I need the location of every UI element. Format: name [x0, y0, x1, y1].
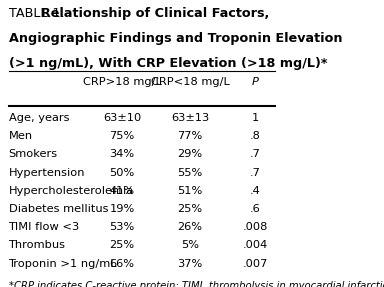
Text: Men: Men	[8, 131, 33, 141]
Text: 25%: 25%	[177, 204, 202, 214]
Text: .007: .007	[243, 259, 268, 269]
Text: 26%: 26%	[177, 222, 202, 232]
Text: .4: .4	[250, 186, 261, 196]
Text: 75%: 75%	[109, 131, 134, 141]
Text: 50%: 50%	[109, 168, 134, 177]
Text: 51%: 51%	[177, 186, 203, 196]
Text: 55%: 55%	[177, 168, 203, 177]
Text: 66%: 66%	[109, 259, 134, 269]
Text: Relationship of Clinical Factors,: Relationship of Clinical Factors,	[41, 7, 269, 20]
Text: 63±13: 63±13	[171, 113, 209, 123]
Text: P: P	[252, 77, 259, 87]
Text: Smokers: Smokers	[8, 149, 58, 159]
Text: TIMI flow <3: TIMI flow <3	[8, 222, 80, 232]
Text: 25%: 25%	[109, 240, 134, 250]
Text: 29%: 29%	[177, 149, 202, 159]
Text: TABLE 1.: TABLE 1.	[8, 7, 68, 20]
Text: CRP<18 mg/L: CRP<18 mg/L	[151, 77, 229, 87]
Text: .8: .8	[250, 131, 261, 141]
Text: 53%: 53%	[109, 222, 134, 232]
Text: Hypertension: Hypertension	[8, 168, 85, 177]
Text: 63±10: 63±10	[103, 113, 141, 123]
Text: 37%: 37%	[177, 259, 203, 269]
Text: .7: .7	[250, 168, 261, 177]
Text: Age, years: Age, years	[8, 113, 69, 123]
Text: .008: .008	[243, 222, 268, 232]
Text: Angiographic Findings and Troponin Elevation: Angiographic Findings and Troponin Eleva…	[8, 32, 342, 45]
Text: 34%: 34%	[109, 149, 134, 159]
Text: Diabetes mellitus: Diabetes mellitus	[8, 204, 108, 214]
Text: *CRP indicates C-reactive protein; TIMI, thrombolysis in myocardial infarction.: *CRP indicates C-reactive protein; TIMI,…	[8, 281, 384, 287]
Text: 41%: 41%	[109, 186, 134, 196]
Text: .7: .7	[250, 149, 261, 159]
Text: Hypercholesterolemia: Hypercholesterolemia	[8, 186, 134, 196]
Text: 5%: 5%	[181, 240, 199, 250]
Text: Troponin >1 ng/mL: Troponin >1 ng/mL	[8, 259, 117, 269]
Text: Thrombus: Thrombus	[8, 240, 66, 250]
Text: (>1 ng/mL), With CRP Elevation (>18 mg/L)*: (>1 ng/mL), With CRP Elevation (>18 mg/L…	[8, 57, 327, 70]
Text: CRP>18 mg/L: CRP>18 mg/L	[83, 77, 161, 87]
Text: .6: .6	[250, 204, 261, 214]
Text: 19%: 19%	[109, 204, 134, 214]
Text: 1: 1	[252, 113, 259, 123]
Text: 77%: 77%	[177, 131, 203, 141]
Text: .004: .004	[243, 240, 268, 250]
